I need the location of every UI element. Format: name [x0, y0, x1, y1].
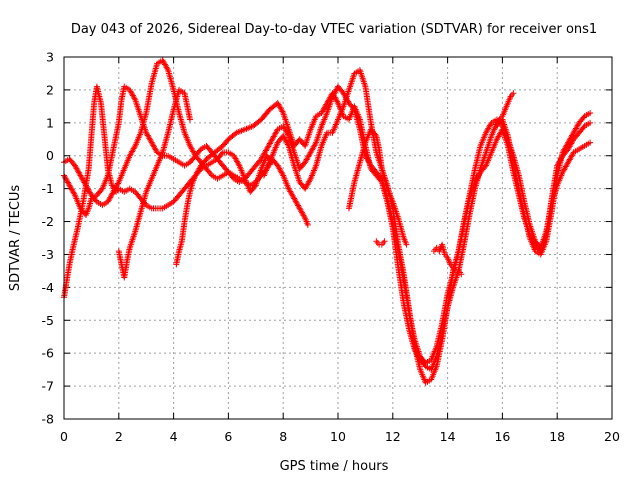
- data-point: [587, 119, 594, 126]
- y-tick-label: -4: [42, 280, 55, 295]
- data-point: [232, 130, 239, 137]
- data-point: [312, 140, 319, 147]
- y-axis-label: SDTVAR / TECUs: [8, 185, 23, 292]
- series-track-10: [493, 90, 517, 130]
- y-tick-labels: -8 -7 -6 -5 -4 -3 -2 -1 0 1 2 3: [42, 50, 55, 427]
- data-point: [71, 190, 78, 197]
- x-tick-label: 8: [279, 429, 287, 444]
- series-track-4: [115, 86, 194, 281]
- y-tick-label: -8: [42, 412, 55, 427]
- x-tick-label: 4: [170, 429, 178, 444]
- data-point: [187, 116, 194, 123]
- x-tick-label: 20: [604, 429, 620, 444]
- x-tick-label: 2: [115, 429, 123, 444]
- x-tick-label: 6: [224, 429, 232, 444]
- series-track-6: [261, 156, 311, 228]
- data-point: [458, 271, 465, 278]
- data-point: [164, 65, 171, 72]
- data-series: [61, 57, 594, 386]
- series-track-8: [373, 238, 388, 248]
- data-point: [487, 121, 494, 128]
- x-tick-label: 0: [60, 429, 68, 444]
- chart-title: Day 043 of 2026, Sidereal Day-to-day VTE…: [71, 22, 597, 37]
- y-tick-label: 1: [46, 115, 54, 130]
- data-point: [510, 90, 517, 97]
- series-track-9: [430, 241, 465, 278]
- data-point: [587, 139, 594, 146]
- y-tick-label: -3: [42, 247, 54, 262]
- y-tick-label: -1: [42, 181, 54, 196]
- y-tick-label: -6: [42, 346, 55, 361]
- series-track-7: [345, 126, 410, 248]
- data-point: [301, 213, 308, 220]
- data-point: [372, 131, 379, 138]
- data-point: [306, 177, 313, 184]
- data-point: [334, 98, 341, 105]
- plot-frame: [63, 56, 613, 420]
- series-track-3: [61, 83, 594, 367]
- x-tick-label: 16: [494, 429, 510, 444]
- data-point: [153, 148, 160, 155]
- x-tick-labels: 0 2 4 6 8 10 12 14 16 18 20: [60, 429, 620, 444]
- data-point: [304, 221, 311, 228]
- data-point: [284, 131, 291, 138]
- y-tick-label: -2: [42, 214, 54, 229]
- data-point: [131, 144, 138, 151]
- y-tick-label: 2: [46, 82, 54, 97]
- x-tick-label: 12: [385, 429, 401, 444]
- x-tick-label: 10: [330, 429, 346, 444]
- x-axis-label: GPS time / hours: [280, 459, 389, 474]
- y-tick-label: 0: [46, 148, 54, 163]
- y-tick-label: -7: [42, 379, 54, 394]
- data-point: [218, 150, 225, 157]
- y-tick-label: 3: [46, 50, 54, 65]
- data-point: [569, 150, 576, 157]
- data-point: [403, 241, 410, 248]
- data-point: [587, 109, 594, 116]
- x-tick-label: 18: [549, 429, 565, 444]
- data-point: [131, 95, 138, 102]
- data-point: [115, 180, 122, 187]
- data-point: [235, 161, 242, 168]
- x-tick-label: 14: [440, 429, 456, 444]
- data-point: [273, 127, 280, 134]
- y-tick-label: -5: [42, 313, 54, 328]
- data-point: [381, 238, 388, 245]
- series-track-5: [173, 149, 276, 268]
- data-point: [279, 171, 286, 178]
- data-point: [279, 108, 286, 115]
